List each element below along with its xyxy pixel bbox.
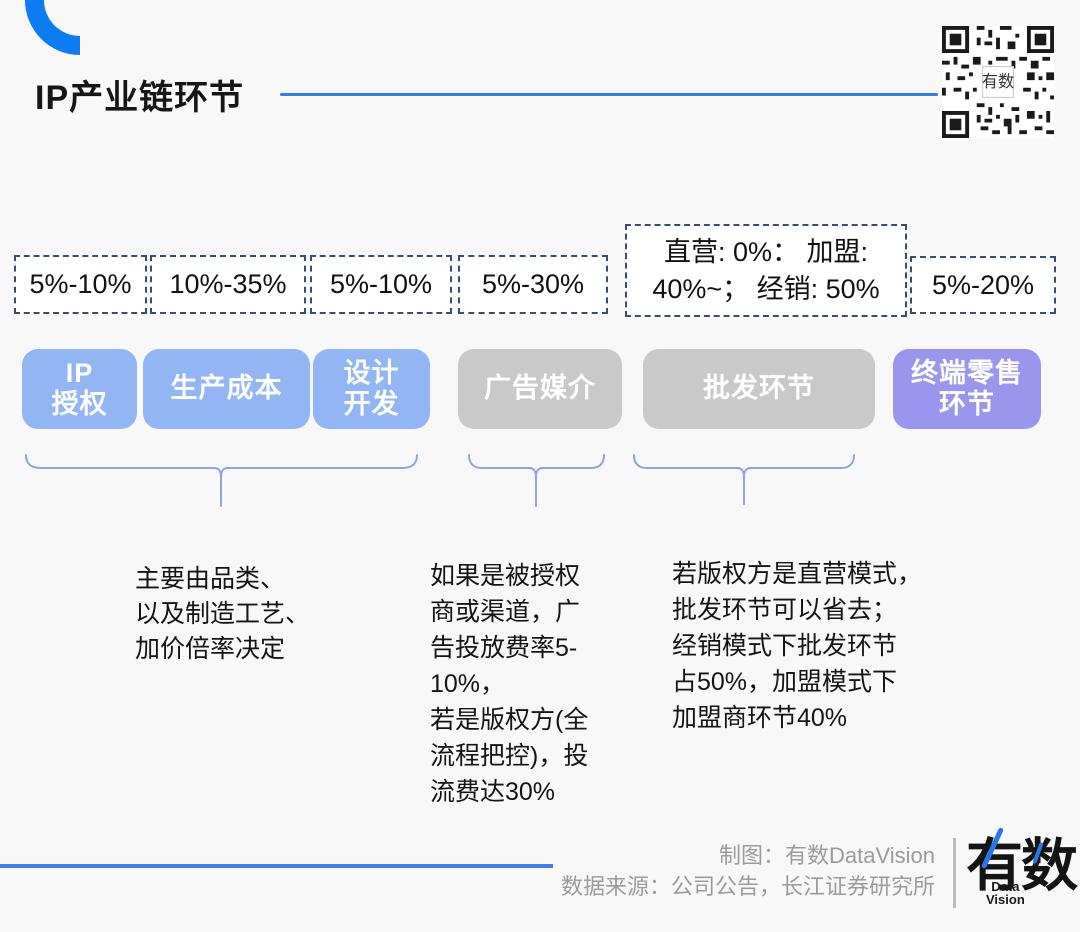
rate-box-ip-licensing: 5%-10% <box>14 255 147 314</box>
brace-wholesale <box>633 454 855 512</box>
title-underline <box>280 93 938 96</box>
page-title: IP产业链环节 <box>35 79 245 117</box>
stage-box-production-cost: 生产成本 <box>143 349 310 429</box>
stage-box-ip-licensing: IP 授权 <box>22 349 137 429</box>
stage-box-design: 设计 开发 <box>313 349 430 429</box>
rate-box-production-cost: 10%-35% <box>150 255 306 314</box>
brace-ad-media <box>468 454 605 512</box>
credit-maker: 制图：有数DataVision <box>719 843 935 868</box>
stage-box-terminal-retail: 终端零售 环节 <box>893 349 1041 429</box>
rate-box-design: 5%-10% <box>310 255 452 314</box>
note-wholesale: 若版权方是直营模式， 批发环节可以省去； 经销模式下批发环节 占50%，加盟模式… <box>672 560 923 732</box>
qr-code: 有数 <box>942 26 1054 143</box>
rate-box-wholesale: 直营: 0%： 加盟: 40%~； 经销: 50% <box>625 224 907 317</box>
corner-arc-decoration <box>22 0 84 65</box>
qr-center-label: 有数 <box>982 73 1014 91</box>
stage-box-wholesale: 批发环节 <box>643 349 875 429</box>
note-ad-media: 如果是被授权 商或渠道，广 告投放费率5- 10%， 若是版权方(全 流程把控)… <box>430 562 589 806</box>
footer-accent-line <box>0 864 553 868</box>
rate-box-retail: 5%-20% <box>910 256 1056 314</box>
note-upstream: 主要由品类、 以及制造工艺、 加价倍率决定 <box>135 565 311 663</box>
logo-divider <box>953 838 956 908</box>
rate-box-advertising: 5%-30% <box>458 255 608 314</box>
credit-block: 制图：有数DataVision 数据来源：公司公告，长江证券研究所 <box>400 840 935 902</box>
stage-box-ad-media: 广告媒介 <box>458 349 622 429</box>
credit-source: 数据来源：公司公告，长江证券研究所 <box>560 874 935 899</box>
brand-logo: 有数 Data Vision <box>966 820 1078 925</box>
brace-upstream <box>25 454 418 512</box>
brand-logo-sub: Data Vision <box>986 879 1025 907</box>
